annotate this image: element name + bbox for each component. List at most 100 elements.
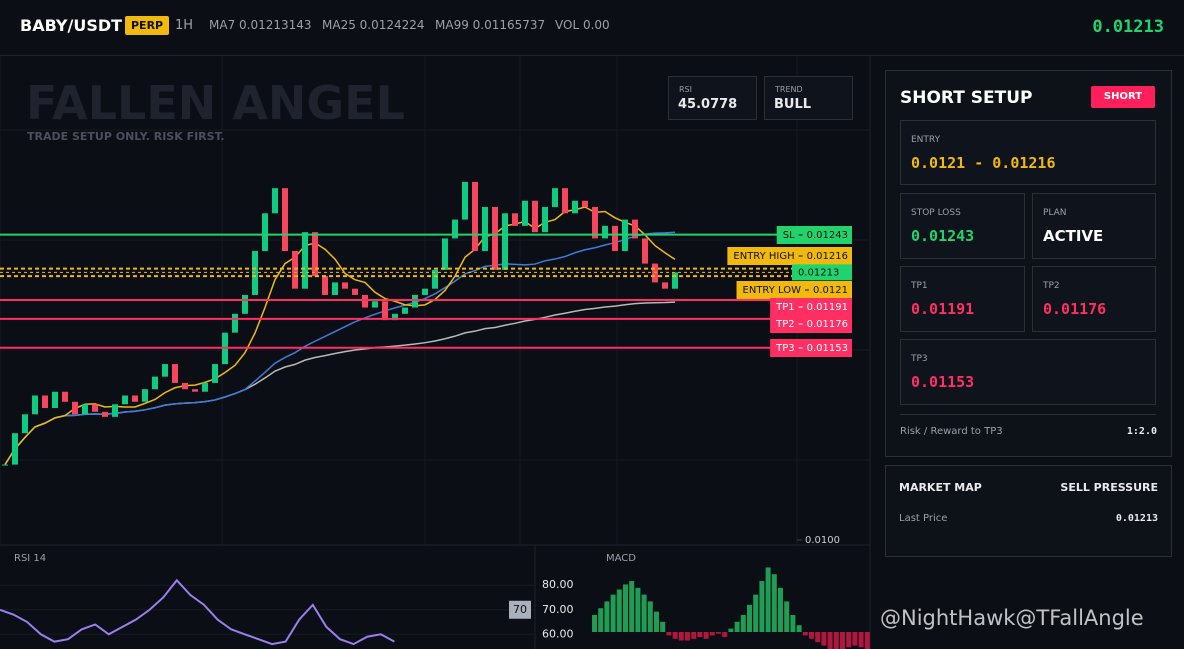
level-value: 0.01243 xyxy=(807,230,848,241)
rsi-title: RSI 14 xyxy=(14,553,47,564)
candle xyxy=(422,288,428,295)
candle xyxy=(552,188,558,208)
candle xyxy=(492,207,498,270)
macd-bar xyxy=(672,632,678,639)
macd-bar xyxy=(765,567,771,633)
macd-bar xyxy=(666,632,672,636)
candle xyxy=(282,188,288,251)
candle xyxy=(402,307,408,314)
macd-bar xyxy=(629,581,635,633)
level-value: 0.01153 xyxy=(807,343,848,354)
rsi-box: RSI 45.0778 xyxy=(668,76,757,120)
credit: @NightHawk@TFallAngle xyxy=(880,606,1144,630)
macd-bar xyxy=(759,581,765,633)
rsi-line xyxy=(0,578,395,646)
candle xyxy=(612,225,618,251)
current-price-tag xyxy=(792,264,852,281)
macd-bar xyxy=(623,584,628,633)
candle xyxy=(382,301,388,321)
level-tag-bg xyxy=(770,315,852,333)
candle xyxy=(152,376,158,390)
rsi-value: 45.0778 xyxy=(678,97,738,112)
candle xyxy=(352,288,358,295)
tp3-value: 0.01153 xyxy=(911,373,975,391)
level-name: TP2 xyxy=(775,319,795,330)
macd-bar xyxy=(771,574,777,633)
candle xyxy=(252,251,258,295)
candle xyxy=(112,404,118,417)
macd-bar xyxy=(846,632,852,648)
level-value: 0.01176 xyxy=(807,319,848,330)
macd-bar xyxy=(697,632,703,638)
candle xyxy=(582,200,588,208)
entry-value: 0.0121 - 0.01216 xyxy=(911,154,1056,172)
ma99-line xyxy=(4,301,676,465)
candle xyxy=(462,181,468,220)
level-tag-bg xyxy=(776,226,852,244)
candle xyxy=(592,207,598,239)
entry-label: ENTRY xyxy=(911,135,941,145)
level-tag: ENTRY LOW 0.0121 xyxy=(736,281,852,299)
level-tag: TP2 0.01176 xyxy=(770,315,852,333)
candle xyxy=(572,200,578,214)
candle xyxy=(172,364,178,383)
plan-label: PLAN xyxy=(1043,208,1067,218)
candle xyxy=(372,301,378,308)
candle xyxy=(532,200,538,233)
rsi-current: 70 xyxy=(513,603,527,616)
macd-bar xyxy=(598,608,604,633)
candle xyxy=(32,395,38,415)
level-name: TP3 xyxy=(775,343,795,354)
macd-bar xyxy=(604,601,610,633)
ma99-stat: MA99 0.01165737 xyxy=(435,18,546,32)
level-tag-bg xyxy=(770,339,852,357)
macd-bar xyxy=(815,632,821,643)
candle xyxy=(512,213,518,226)
last-price-value: 0.01213 xyxy=(1115,513,1158,524)
candle xyxy=(132,395,138,402)
macd-bar xyxy=(616,589,622,633)
candle xyxy=(652,263,658,283)
tp2-label: TP2 xyxy=(1043,281,1060,291)
candle xyxy=(232,313,238,333)
macd-bar xyxy=(592,615,597,633)
macd-bar xyxy=(654,611,659,633)
rr-value: 1:2.0 xyxy=(1126,426,1157,437)
macd-bar xyxy=(753,594,759,633)
perp-badge: PERP xyxy=(125,16,170,35)
level-tag: ENTRY HIGH 0.01216 xyxy=(727,247,852,265)
macd-bar xyxy=(678,632,684,641)
interval[interactable]: 1H xyxy=(175,18,194,33)
setup-panel: SHORT SETUP SHORT ENTRY 0.0121 - 0.01216… xyxy=(885,70,1172,457)
symbol[interactable]: BABY/USDT xyxy=(20,16,123,35)
macd-bar xyxy=(709,632,715,636)
market-map-panel: MARKET MAP SELL PRESSURE Last Price 0.01… xyxy=(885,465,1172,557)
candle xyxy=(312,232,318,277)
market-status: SELL PRESSURE xyxy=(1060,481,1158,494)
candle xyxy=(72,401,78,415)
level-name: TP1 xyxy=(775,302,795,313)
watermark-title: FALLEN ANGEL xyxy=(26,76,405,130)
macd-bar xyxy=(796,625,802,633)
tp3-label: TP3 xyxy=(911,354,928,364)
level-value: 0.01216 xyxy=(807,251,848,262)
level-name: ENTRY HIGH xyxy=(733,251,794,262)
macd-bar xyxy=(610,594,616,633)
level-tag-bg xyxy=(736,281,852,299)
sl-card: STOP LOSS 0.01243 xyxy=(900,193,1025,259)
candle xyxy=(272,188,278,214)
macd-bar xyxy=(722,632,728,638)
macd-bar xyxy=(641,594,647,633)
level-name: SL xyxy=(783,230,795,241)
candle xyxy=(412,294,418,308)
candle xyxy=(292,251,298,289)
candle xyxy=(522,200,528,226)
macd-bar xyxy=(840,632,845,649)
price-tick-label: 0.0100 xyxy=(805,535,840,546)
candle xyxy=(662,282,668,289)
macd-bar xyxy=(716,632,721,634)
tp2-card: TP2 0.01176 xyxy=(1032,266,1156,332)
candle xyxy=(672,272,678,289)
rsi-tick-label: 80.00 xyxy=(542,578,574,591)
candle xyxy=(642,238,648,264)
